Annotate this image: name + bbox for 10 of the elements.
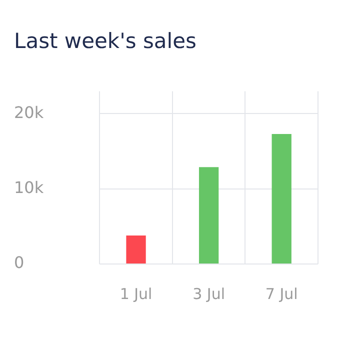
bar [198, 167, 219, 264]
y-tick-label: 20k [14, 102, 44, 122]
x-tick-label: 7 Jul [265, 284, 298, 303]
y-tick-label: 10k [14, 178, 44, 198]
x-tick-label: 3 Jul [192, 284, 226, 303]
bar [272, 134, 292, 264]
chart-title: Last week's sales [14, 29, 196, 54]
bar [126, 235, 146, 264]
y-tick-label: 0 [14, 253, 24, 272]
x-tick-label: 1 Jul [120, 284, 152, 303]
